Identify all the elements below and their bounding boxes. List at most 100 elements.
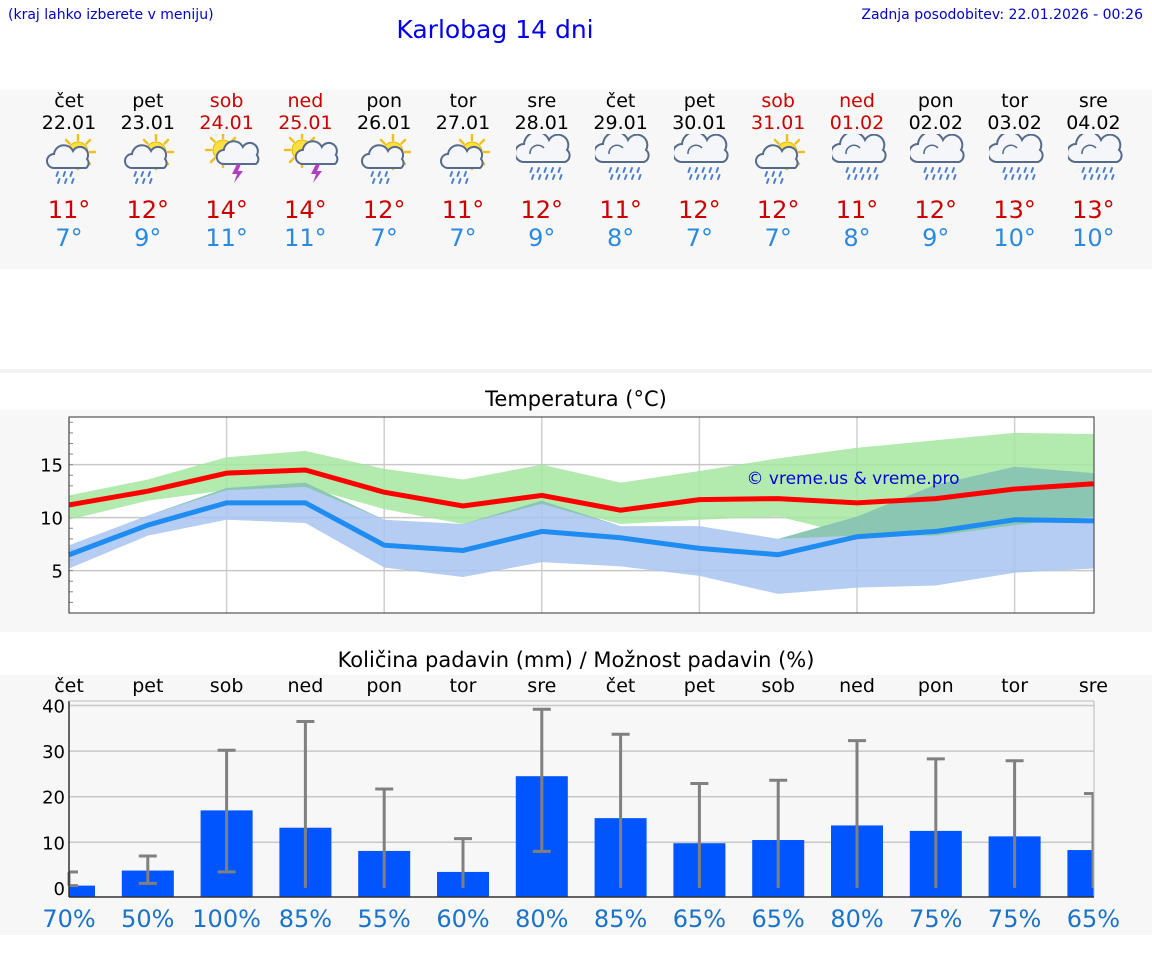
temperature-chart: 5 10 15 © vreme.us & vreme.pro [40, 416, 1095, 614]
daily-forecast-panel: čet 22.01 11° 7° pet 23.01 12° 9° sob 24.01 14° 11°… [0, 90, 1152, 269]
day-label: čet [54, 675, 84, 697]
day-label: sob [210, 675, 244, 697]
y-tick-label: 10 [42, 833, 65, 854]
day-column: sob 31.01 12° 7° [739, 90, 817, 252]
day-date: 30.01 [672, 112, 727, 134]
day-date: 03.02 [987, 112, 1042, 134]
sun-cloud-rain-icon [30, 133, 108, 196]
day-name: pet [132, 90, 164, 112]
cloud-rain-icon [582, 130, 660, 196]
min-temperature: 7° [370, 224, 398, 252]
min-temperature: 9° [922, 224, 950, 252]
day-column: tor 27.01 11° 7° [424, 90, 502, 252]
sun-cloud-rain-icon [424, 133, 502, 196]
min-temperature: 8° [843, 224, 871, 252]
y-tick-label: 30 [42, 742, 65, 763]
day-label: sre [1079, 675, 1108, 697]
max-temperature: 12° [126, 196, 170, 224]
y-tick-label: 10 [40, 509, 63, 530]
min-temperature-band [69, 466, 1094, 594]
max-temperature: 12° [914, 196, 958, 224]
min-temperature: 7° [449, 224, 477, 252]
day-name: ned [839, 90, 875, 112]
day-date: 28.01 [514, 112, 569, 134]
day-column: ned 01.02 11° 8° [818, 90, 896, 252]
precipitation-probability: 65% [673, 905, 726, 933]
y-tick-label: 0 [54, 879, 65, 900]
day-name: pon [917, 90, 954, 112]
day-label: ned [839, 675, 875, 697]
min-temperature: 8° [606, 224, 635, 252]
day-label: pet [132, 675, 163, 697]
day-name: čet [605, 90, 636, 112]
day-date: 04.02 [1066, 112, 1121, 134]
y-tick-label: 20 [42, 788, 65, 809]
day-name: pet [683, 90, 715, 112]
precipitation-probability: 60% [436, 905, 489, 933]
max-temperature: 11° [47, 196, 91, 224]
max-temperature-line [68, 467, 1094, 513]
cloud-rain-icon [660, 130, 738, 196]
precipitation-probability: 85% [279, 905, 332, 933]
day-date: 22.01 [41, 112, 97, 134]
day-column: pon 02.02 12° 9° [897, 90, 975, 252]
day-label: tor [1001, 675, 1028, 697]
location-hint[interactable]: (kraj lahko izberete v meniju) [8, 7, 214, 23]
max-temperature: 12° [756, 196, 800, 224]
precipitation-bar [69, 885, 95, 897]
max-temperature: 12° [520, 196, 564, 224]
min-temperature: 9° [528, 224, 556, 252]
precipitation-probability: 75% [909, 905, 962, 933]
day-label: tor [450, 675, 477, 697]
day-date: 25.01 [278, 112, 333, 134]
sun-cloud-thunder-icon [188, 131, 266, 196]
cloud-rain-icon [1054, 130, 1132, 196]
max-temperature: 12° [678, 196, 721, 224]
min-temperature: 7° [764, 224, 792, 252]
day-date: 01.02 [829, 112, 885, 134]
max-temperature-band [69, 432, 1094, 536]
cloud-rain-icon [818, 130, 896, 196]
watermark: © vreme.us & vreme.pro [746, 469, 959, 489]
day-date: 31.01 [750, 112, 806, 134]
day-column: čet 22.01 11° 7° [30, 90, 108, 252]
day-name: pon [366, 90, 403, 112]
day-name: čet [54, 90, 84, 112]
max-temperature: 14° [284, 196, 327, 224]
precipitation-chart-title: Količina padavin (mm) / Možnost padavin … [337, 648, 815, 672]
precipitation-probability: 80% [515, 905, 568, 933]
precipitation-probability: 80% [830, 905, 883, 933]
day-column: sob 24.01 14° 11° [188, 90, 266, 252]
max-temperature: 14° [205, 196, 248, 224]
day-date: 23.01 [120, 112, 175, 134]
day-name: sre [1078, 90, 1108, 112]
day-column: ned 25.01 14° 11° [266, 90, 344, 252]
day-name: sob [209, 90, 244, 112]
day-label: sre [527, 675, 556, 697]
sun-cloud-rain-icon [345, 133, 423, 196]
min-temperature: 7° [685, 224, 714, 252]
min-temperature: 7° [55, 224, 83, 252]
day-name: sob [761, 90, 795, 112]
day-label: pon [918, 675, 954, 697]
precipitation-probability: 65% [1067, 905, 1120, 933]
precipitation-probability: 65% [752, 905, 805, 933]
day-column: pet 23.01 12° 9° [109, 90, 187, 252]
cloud-rain-icon [897, 130, 975, 196]
day-name: sre [527, 90, 557, 112]
min-temperature: 11° [205, 224, 248, 252]
day-label: pon [366, 675, 402, 697]
day-column: čet 29.01 11° 8° [582, 90, 660, 252]
day-label: sob [761, 675, 795, 697]
day-column: tor 03.02 13° 10° [976, 90, 1054, 252]
precipitation-probability: 55% [358, 905, 411, 933]
y-tick-label: 15 [40, 456, 63, 477]
precipitation-probability: 50% [121, 905, 174, 933]
day-date: 29.01 [593, 112, 648, 134]
band-overlap [69, 466, 1094, 546]
precipitation-bar [1067, 850, 1094, 897]
day-column: pon 26.01 12° 7° [345, 90, 423, 252]
day-name: tor [1001, 90, 1029, 112]
min-temperature: 9° [134, 224, 162, 252]
